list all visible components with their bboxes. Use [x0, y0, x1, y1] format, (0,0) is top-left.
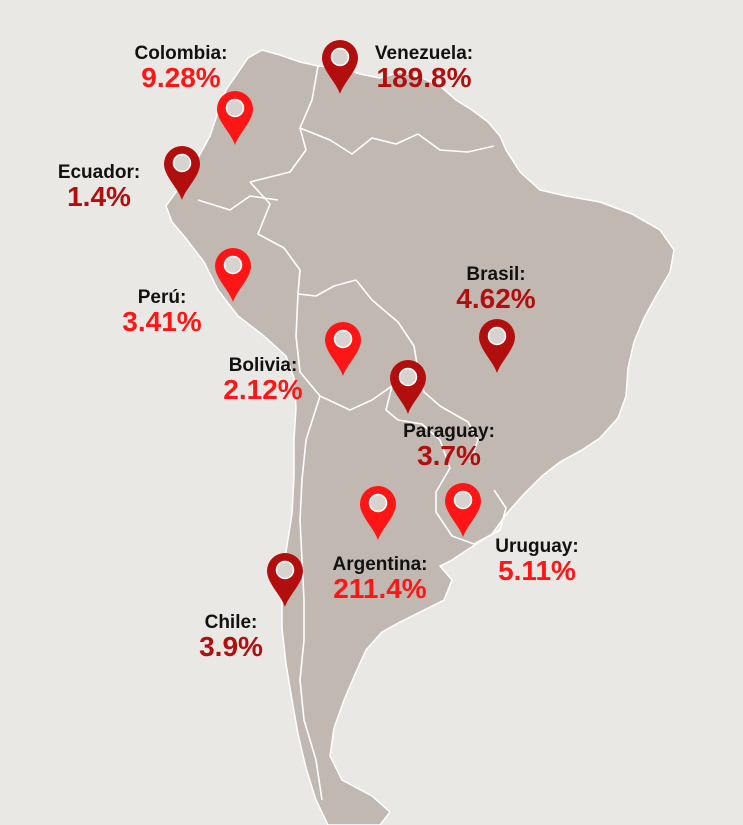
brasil-map-marker-icon	[479, 319, 515, 373]
venezuela-name: Venezuela:	[374, 43, 474, 64]
bolivia-label: Bolivia: 2.12%	[223, 356, 302, 404]
peru-label: Perú: 3.41%	[122, 288, 201, 336]
argentina-map-marker-icon	[360, 486, 396, 540]
colombia-value: 9.28%	[141, 62, 221, 93]
paraguay-label: Paraguay: 3.7%	[403, 422, 495, 470]
peru-name: Perú:	[137, 287, 187, 308]
paraguay-value: 3.7%	[417, 440, 481, 471]
bolivia-name: Bolivia:	[228, 355, 298, 376]
uruguay-name: Uruguay:	[495, 536, 579, 557]
bolivia-map-marker-icon	[325, 322, 361, 376]
ecuador-value: 1.4%	[67, 181, 131, 212]
venezuela-label: Venezuela: 189.8%	[375, 44, 473, 92]
bolivia-value: 2.12%	[223, 374, 303, 405]
venezuela-map-marker-icon	[322, 40, 358, 94]
uruguay-value: 5.11%	[498, 555, 576, 586]
argentina-name: Argentina:	[332, 554, 428, 575]
ecuador-map-marker-icon	[164, 146, 200, 200]
brasil-name: Brasil:	[466, 264, 526, 285]
peru-value: 3.41%	[122, 306, 202, 337]
argentina-label: Argentina: 211.4%	[333, 555, 428, 603]
uruguay-label: Uruguay: 5.11%	[495, 537, 578, 585]
paraguay-name: Paraguay:	[403, 421, 495, 442]
ecuador-label: Ecuador: 1.4%	[58, 163, 140, 211]
chile-map-marker-icon	[267, 553, 303, 607]
uruguay-map-marker-icon	[445, 483, 481, 537]
peru-map-marker-icon	[215, 248, 251, 302]
continent-shape	[165, 49, 675, 825]
brasil-label: Brasil: 4.62%	[456, 265, 535, 313]
chile-value: 3.9%	[199, 631, 263, 662]
chile-label: Chile: 3.9%	[199, 613, 263, 661]
colombia-map-marker-icon	[217, 91, 253, 145]
brasil-value: 4.62%	[456, 283, 536, 314]
country-borders	[197, 65, 507, 801]
colombia-label: Colombia: 9.28%	[135, 44, 228, 92]
venezuela-value: 189.8%	[376, 62, 472, 93]
colombia-name: Colombia:	[134, 43, 228, 64]
argentina-value: 211.4%	[333, 573, 427, 604]
chile-name: Chile:	[204, 612, 258, 633]
ecuador-name: Ecuador:	[57, 162, 141, 183]
paraguay-map-marker-icon	[390, 360, 426, 414]
